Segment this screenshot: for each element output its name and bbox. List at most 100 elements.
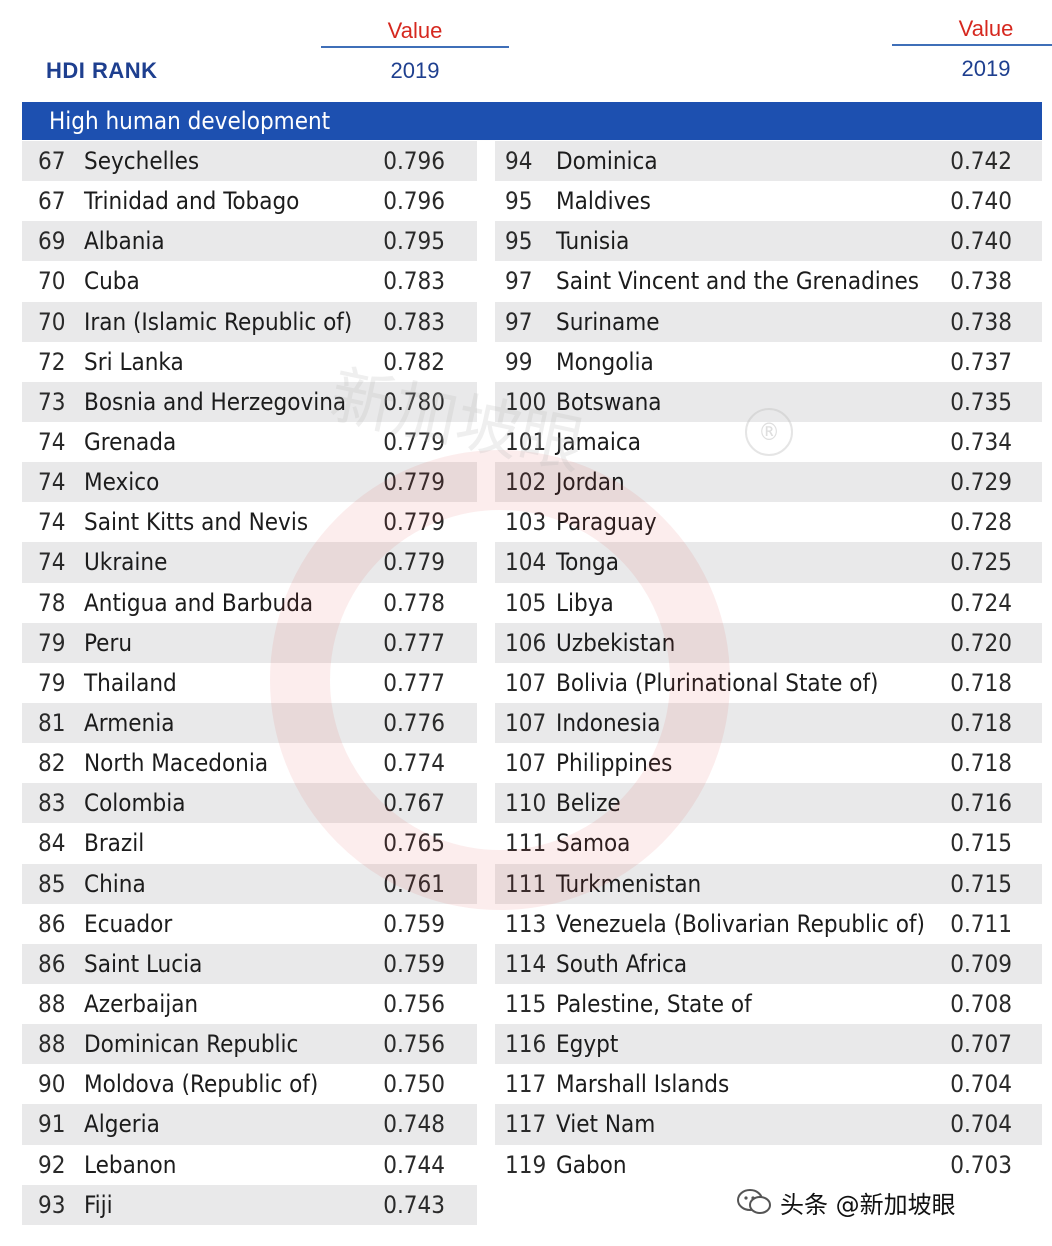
rank-cell: 78 [38,588,66,617]
value-cell: 0.778 [383,588,445,617]
value-cell: 0.765 [383,829,445,858]
country-cell: Tonga [556,548,619,577]
value-cell: 0.744 [383,1150,445,1179]
value-cell: 0.743 [383,1190,445,1219]
rank-cell: 95 [505,227,533,256]
rank-cell: 107 [505,708,547,737]
table-row: 107 Bolivia (Plurinational State of) 0.718 [495,663,1042,703]
table-row: 86 Saint Lucia 0.759 [22,943,477,984]
rank-cell: 85 [38,869,66,898]
value-cell: 0.708 [950,989,1012,1018]
value-cell: 0.796 [383,147,445,175]
country-cell: Turkmenistan [556,869,702,898]
table-row: 88 Azerbaijan 0.756 [22,984,477,1024]
left-column-table: 67 Seychelles 0.796 67 Trinidad and Tobago 0.… [22,141,477,1225]
value-cell: 0.759 [383,909,445,938]
country-cell: Indonesia [556,708,661,737]
table-row: 79 Thailand 0.777 [22,663,477,703]
table-row: 70 Iran (Islamic Republic of) 0.783 [22,301,477,342]
rank-cell: 114 [505,949,547,978]
value-cell: 0.782 [383,347,445,376]
header-divider-right [892,44,1052,46]
table-row: 85 China 0.761 [22,863,477,904]
table-row: 94 Dominica 0.742 [495,141,1042,182]
value-header-left: Value [387,18,443,43]
table-row: 103 Paraguay 0.728 [495,502,1042,542]
table-row: 90 Moldova (Republic of) 0.750 [22,1064,477,1104]
value-cell: 0.783 [383,267,445,296]
rank-cell: 97 [505,307,533,336]
country-cell: Paraguay [556,508,657,537]
country-cell: Sri Lanka [84,347,184,376]
table-row: 73 Bosnia and Herzegovina 0.780 [22,381,477,422]
value-cell: 0.756 [383,1030,445,1059]
value-cell: 0.777 [383,628,445,657]
value-cell: 0.779 [383,427,445,456]
value-cell: 0.776 [383,708,445,737]
value-cell: 0.756 [383,989,445,1018]
table-row: 67 Seychelles 0.796 [22,141,477,182]
table-row: 100 Botswana 0.735 [495,381,1042,422]
value-cell: 0.707 [950,1030,1012,1059]
country-cell: Egypt [556,1030,619,1059]
rank-cell: 93 [38,1190,66,1219]
rank-cell: 74 [38,548,66,577]
country-cell: Armenia [84,708,175,737]
country-cell: Colombia [84,789,186,818]
table-row: 74 Saint Kitts and Nevis 0.779 [22,502,477,542]
value-cell: 0.718 [950,668,1012,697]
credit-text: 头条 @新加坡眼 [780,1190,956,1219]
value-cell: 0.728 [950,508,1012,537]
value-cell: 0.779 [383,548,445,577]
rank-cell: 81 [38,708,66,737]
rank-cell: 113 [505,909,547,938]
table-row: 111 Samoa 0.715 [495,823,1042,863]
table-row: 78 Antigua and Barbuda 0.778 [22,583,477,623]
value-cell: 0.715 [950,829,1012,858]
rank-cell: 107 [505,749,547,778]
table-row: 110 Belize 0.716 [495,783,1042,824]
rank-cell: 116 [505,1030,547,1059]
table-row: 99 Mongolia 0.737 [495,342,1042,382]
table-row: 92 Lebanon 0.744 [22,1145,477,1185]
value-cell: 0.709 [950,949,1012,978]
value-cell: 0.738 [950,267,1012,296]
rank-cell: 69 [38,227,66,256]
table-row: 83 Colombia 0.767 [22,783,477,824]
table-row: 106 Uzbekistan 0.720 [495,622,1042,663]
country-cell: Bosnia and Herzegovina [84,387,347,416]
rank-cell: 105 [505,588,547,617]
rank-cell: 67 [38,147,66,175]
table-row: 119 Gabon 0.703 [495,1145,1042,1185]
rank-cell: 99 [505,347,533,376]
country-cell: Venezuela (Bolivarian Republic of) [556,909,925,938]
table-row: 82 North Macedonia 0.774 [22,743,477,783]
table-row: 97 Suriname 0.738 [495,301,1042,342]
wechat-icon [737,1189,771,1214]
country-cell: Bolivia (Plurinational State of) [556,668,879,697]
table-row: 67 Trinidad and Tobago 0.796 [22,181,477,221]
rank-cell: 111 [505,869,547,898]
table-row: 117 Viet Nam 0.704 [495,1104,1042,1145]
table-row: 101 Jamaica 0.734 [495,422,1042,462]
country-cell: Lebanon [84,1150,177,1179]
rank-cell: 70 [38,267,66,296]
rank-cell: 86 [38,949,66,978]
country-cell: Jordan [556,468,625,497]
value-cell: 0.742 [950,147,1012,175]
rank-cell: 73 [38,387,66,416]
rank-cell: 86 [38,909,66,938]
country-cell: Ecuador [84,909,173,938]
value-cell: 0.759 [383,949,445,978]
value-cell: 0.738 [950,307,1012,336]
value-cell: 0.718 [950,708,1012,737]
value-cell: 0.740 [950,187,1012,216]
rank-cell: 92 [38,1150,66,1179]
table-row: 70 Cuba 0.783 [22,261,477,301]
table-row: 95 Maldives 0.740 [495,181,1042,221]
country-cell: Botswana [556,387,662,416]
rank-cell: 90 [38,1070,66,1099]
value-cell: 0.737 [950,347,1012,376]
country-cell: Fiji [84,1190,113,1219]
country-cell: Iran (Islamic Republic of) [84,307,353,336]
